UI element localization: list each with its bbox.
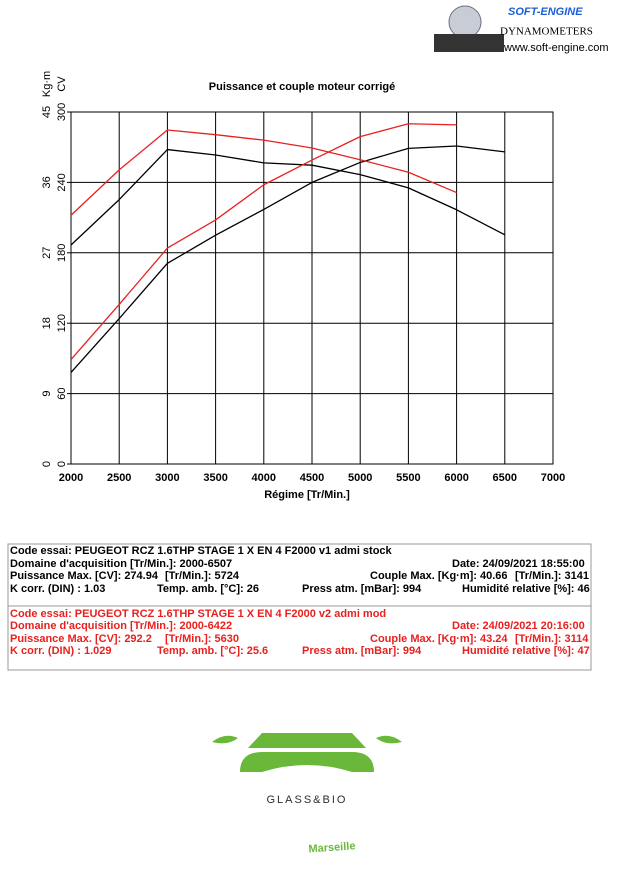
info-cell: Domaine d'acquisition [Tr/Min.]: 2000-65… (10, 558, 232, 570)
leaf (212, 735, 238, 744)
y-tick-label: 27 (41, 247, 53, 259)
logo-text: GLASS&BIO (267, 794, 348, 806)
x-tick-label: 6500 (493, 472, 517, 484)
info-cell: [Tr/Min.]: 3114 (515, 633, 589, 645)
info-cell: Press atm. [mBar]: 994 (302, 583, 422, 595)
glassbio-logo (212, 733, 402, 772)
info-box (7, 543, 592, 671)
city: Marseille (308, 840, 356, 855)
info-cell: Puissance Max. [CV]: 292.2 (10, 633, 152, 645)
x-tick-label: 3000 (155, 472, 179, 484)
y2-tick-label: 300 (56, 103, 68, 121)
car-body (240, 752, 374, 772)
y-tick-label: 9 (41, 391, 53, 397)
y2-axis-label: CV (56, 76, 68, 92)
y-tick-label: 36 (41, 176, 53, 188)
y2-tick-label: 60 (56, 387, 68, 399)
y-axis-label: Kg·m (41, 71, 53, 97)
x-tick-label: 5000 (348, 472, 372, 484)
leaf (376, 735, 402, 744)
y2-tick-label: 0 (56, 461, 68, 467)
info-cell: Code essai: PEUGEOT RCZ 1.6THP STAGE 1 X… (10, 545, 393, 557)
chart-title: Puissance et couple moteur corrigé (209, 81, 395, 93)
x-tick-label: 4000 (252, 472, 276, 484)
info-cell: [Tr/Min.]: 5724 (165, 570, 240, 582)
info-cell: Puissance Max. [CV]: 274.94 (10, 570, 159, 582)
series-line (70, 145, 505, 373)
info-cell: Code essai: PEUGEOT RCZ 1.6THP STAGE 1 X… (10, 608, 386, 620)
info: Code essai: PEUGEOT RCZ 1.6THP STAGE 1 X… (10, 545, 590, 657)
info-cell: Domaine d'acquisition [Tr/Min.]: 2000-64… (10, 620, 232, 632)
x-tick-label: 6000 (444, 472, 468, 484)
x-tick-label: 2500 (107, 472, 131, 484)
series-line (70, 123, 457, 361)
brand: SOFT-ENGINE (508, 6, 583, 18)
info-cell: K corr. (DIN) : 1.029 (10, 645, 111, 657)
info-cell: Date: 24/09/2021 18:55:00 (452, 558, 585, 570)
series-line (70, 129, 457, 216)
info-cell: Humidité relative [%]: 47 (462, 645, 590, 657)
x-tick-label: 2000 (59, 472, 83, 484)
logo-bar (434, 34, 504, 52)
x-tick-label: 3500 (203, 472, 227, 484)
info-cell: Temp. amb. [°C]: 25.6 (157, 645, 268, 657)
y2-tick-label: 240 (56, 173, 68, 191)
series-line (70, 148, 506, 246)
car-roof (248, 733, 366, 748)
info-cell: Couple Max. [Kg·m]: 40.66 (370, 570, 508, 582)
soft-engine-logo (434, 5, 504, 52)
info-cell: Press atm. [mBar]: 994 (302, 645, 422, 657)
x-tick-label: 5500 (396, 472, 420, 484)
brand-subtitle: DYNAMOMETERS (500, 26, 593, 38)
y-tick-label: 45 (41, 106, 53, 118)
info-cell: [Tr/Min.]: 5630 (165, 633, 239, 645)
y2-tick-label: 180 (56, 244, 68, 262)
info-cell: K corr. (DIN) : 1.03 (10, 583, 105, 595)
x-tick-label: 4500 (300, 472, 324, 484)
info-cell: [Tr/Min.]: 3141 (515, 570, 589, 582)
y2-tick-label: 120 (56, 314, 68, 332)
info-cell: Date: 24/09/2021 20:16:00 (452, 620, 585, 632)
info-cell: Couple Max. [Kg·m]: 43.24 (370, 633, 508, 645)
plot: 2000 2500 3000 3500 4000 4500 5000 5500 6000 6500… (41, 103, 565, 484)
y-tick-label: 18 (41, 317, 53, 329)
info-cell: Temp. amb. [°C]: 26 (157, 583, 259, 595)
logo-icon (448, 5, 482, 39)
x-tick-label: 7000 (541, 472, 565, 484)
x-axis-label: Régime [Tr/Min.] (264, 489, 350, 501)
info-cell: Humidité relative [%]: 46 (462, 583, 590, 595)
brand-url: www.soft-engine.com (503, 42, 609, 54)
y-tick-label: 0 (41, 461, 53, 467)
